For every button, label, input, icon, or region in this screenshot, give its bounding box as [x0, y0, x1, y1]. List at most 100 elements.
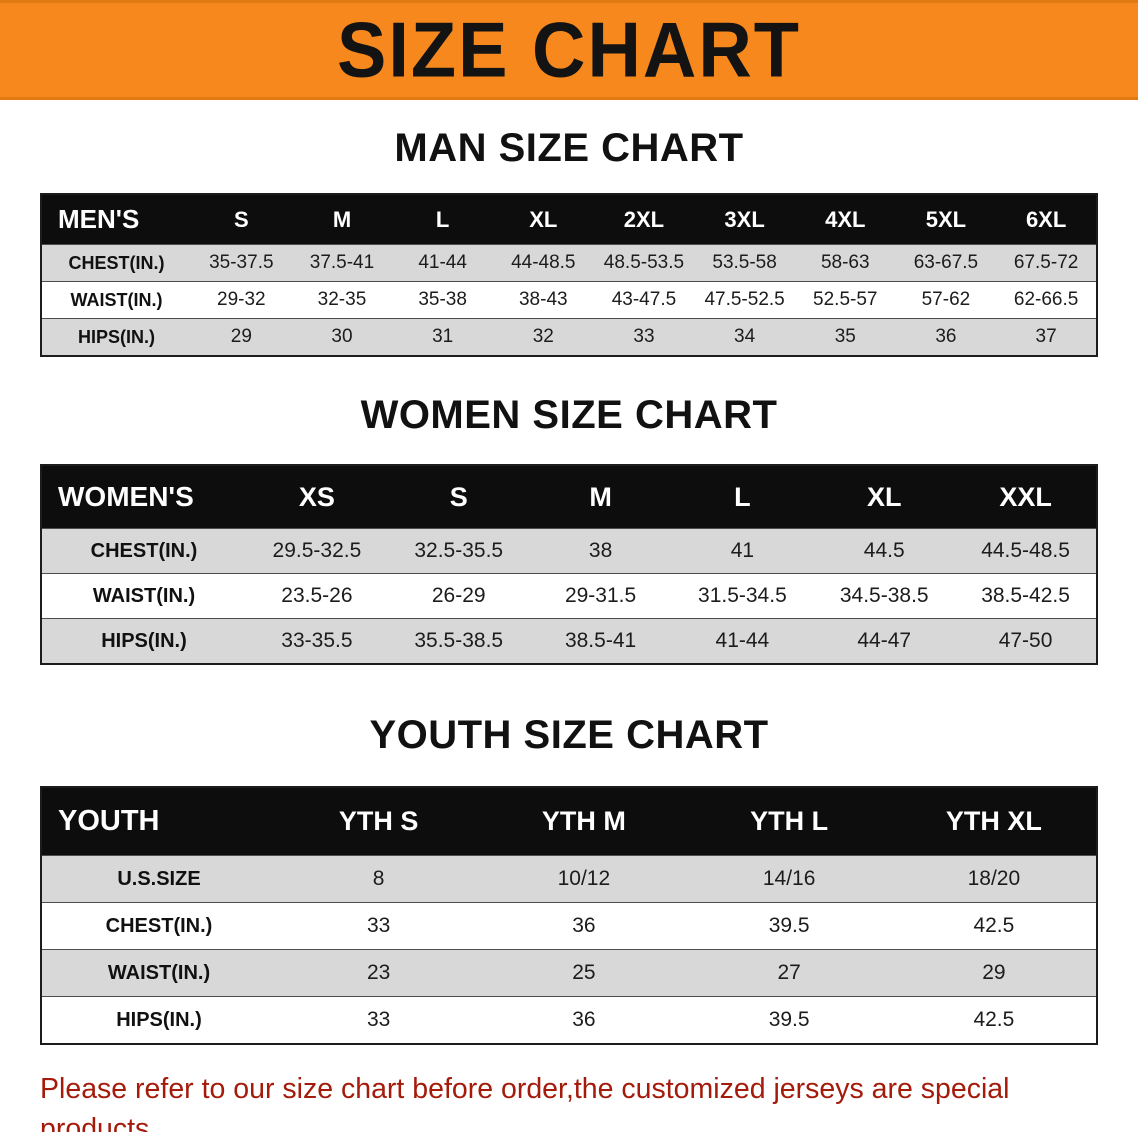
size-value-cell: 33	[366, 1008, 391, 1031]
banner: SIZE CHART	[0, 0, 1138, 100]
size-column-header: 5XL	[895, 194, 997, 245]
table-row: CHEST(IN.) 35-37.5 37.5-41 41-44 44-48.5 48.5…	[41, 244, 1097, 282]
size-value-cell: 33-35.5	[281, 629, 353, 652]
size-value-cell: 67.5-72	[1013, 252, 1079, 273]
size-column-header: S	[387, 465, 530, 529]
table-row: CHEST(IN.) 33 36 39.5 42.5	[41, 902, 1097, 950]
size-value-cell: 35-37.5	[209, 252, 274, 273]
size-value-cell: 29	[230, 326, 252, 347]
size-column-header: L	[392, 194, 493, 245]
table-title-cell: YOUTH	[41, 787, 276, 856]
size-column-header: 6XL	[996, 194, 1097, 245]
table-header-row: WOMEN'S XS S M L XL XXL	[41, 465, 1097, 529]
table-title-cell: WOMEN'S	[41, 465, 246, 529]
size-value-cell: 36	[935, 326, 957, 347]
size-column-header: 2XL	[593, 194, 695, 245]
size-value-cell: 37	[1035, 326, 1057, 347]
size-value-cell: 33	[366, 914, 391, 937]
size-value-cell: 53.5-58	[712, 252, 777, 273]
size-value-cell: 42.5	[973, 914, 1015, 937]
size-value-cell: 38-43	[518, 289, 568, 310]
size-value-cell: 36	[572, 1008, 596, 1031]
size-value-cell: 26-29	[431, 584, 486, 607]
row-label-cell: WAIST(IN.)	[70, 289, 163, 310]
size-value-cell: 30	[331, 326, 353, 347]
size-value-cell: 29-31.5	[564, 584, 637, 607]
size-column-header: YTH M	[481, 787, 687, 856]
charts-container: MAN SIZE CHART MEN'S S M L XL 2XL 3XL 4XL 5XL 6XL…	[0, 126, 1138, 1045]
size-value-cell: 18/20	[967, 867, 1021, 890]
size-value-cell: 44-48.5	[511, 252, 576, 273]
size-value-cell: 23	[366, 961, 391, 984]
table-row: U.S.SIZE 8 10/12 14/16 18/20	[41, 855, 1097, 903]
youth-size-section: YOUTH SIZE CHART YOUTH YTH S YTH M YTH L YTH…	[40, 713, 1098, 1045]
size-value-cell: 29.5-32.5	[272, 539, 362, 562]
notice-line-1: Please refer to our size chart before or…	[40, 1073, 1010, 1132]
size-column-header: XL	[492, 194, 594, 245]
row-label-cell: WAIST(IN.)	[92, 584, 196, 607]
size-value-cell: 38.5-42.5	[981, 584, 1070, 607]
size-value-cell: 52.5-57	[813, 289, 878, 310]
size-value-cell: 48.5-53.5	[603, 252, 685, 273]
size-value-cell: 44-47	[857, 629, 912, 652]
size-value-cell: 35-38	[418, 289, 467, 310]
size-value-cell: 31	[432, 326, 454, 347]
size-value-cell: 63-67.5	[913, 252, 979, 273]
size-value-cell: 44.5-48.5	[981, 539, 1070, 562]
size-column-header: YTH XL	[891, 787, 1097, 856]
size-value-cell: 37.5-41	[309, 252, 375, 273]
size-value-cell: 34.5-38.5	[839, 584, 929, 607]
size-value-cell: 38	[588, 539, 613, 562]
man-size-chart-heading: MAN SIZE CHART	[394, 126, 744, 170]
women-size-section: WOMEN SIZE CHART WOMEN'S XS S M L XL XXL CHEST(…	[40, 393, 1098, 665]
size-value-cell: 47-50	[998, 629, 1053, 652]
row-label-cell: WAIST(IN.)	[107, 961, 211, 984]
row-label-cell: CHEST(IN.)	[105, 914, 213, 937]
table-row: WAIST(IN.) 23.5-26 26-29 29-31.5 31.5-34.5 34…	[41, 573, 1097, 619]
size-column-header: XL	[813, 465, 956, 529]
size-column-header: 3XL	[694, 194, 795, 245]
size-value-cell: 41-44	[715, 629, 770, 652]
size-column-header: XXL	[955, 465, 1097, 529]
table-row: HIPS(IN.) 33 36 39.5 42.5	[41, 996, 1097, 1044]
row-label-cell: CHEST(IN.)	[90, 539, 198, 562]
size-value-cell: 38.5-41	[564, 629, 637, 652]
size-value-cell: 27	[777, 961, 801, 984]
size-value-cell: 35.5-38.5	[414, 629, 504, 652]
size-value-cell: 32.5-35.5	[414, 539, 504, 562]
size-value-cell: 39.5	[768, 1008, 810, 1031]
size-value-cell: 33	[633, 326, 655, 347]
size-column-header: YTH S	[276, 787, 482, 856]
size-value-cell: 29-32	[217, 289, 266, 310]
women-size-chart-heading: WOMEN SIZE CHART	[360, 393, 778, 437]
size-column-header: M	[529, 465, 672, 529]
table-header-row: YOUTH YTH S YTH M YTH L YTH XL	[41, 787, 1097, 856]
women-size-table: WOMEN'S XS S M L XL XXL CHEST(IN.) 29.5-32.5 32.5…	[40, 464, 1098, 665]
row-label-cell: U.S.SIZE	[117, 867, 201, 890]
size-value-cell: 14/16	[762, 867, 816, 890]
size-value-cell: 34	[734, 326, 756, 347]
size-column-header: YTH L	[686, 787, 892, 856]
size-value-cell: 36	[572, 914, 596, 937]
table-row: WAIST(IN.) 23 25 27 29	[41, 949, 1097, 997]
table-title-cell: MEN'S	[41, 194, 191, 245]
size-column-header: XS	[246, 465, 388, 529]
size-column-header: L	[671, 465, 814, 529]
size-value-cell: 29	[982, 961, 1006, 984]
table-row: WAIST(IN.) 29-32 32-35 35-38 38-43 43-47.5 47.…	[41, 281, 1097, 319]
size-value-cell: 42.5	[973, 1008, 1015, 1031]
youth-size-table: YOUTH YTH S YTH M YTH L YTH XL U.S.SIZE 8 10/12…	[40, 786, 1098, 1045]
row-label-cell: HIPS(IN.)	[77, 326, 155, 347]
footer-notice: Please refer to our size chart before or…	[0, 1045, 1138, 1132]
size-value-cell: 44.5	[863, 539, 905, 562]
size-column-header: S	[191, 194, 292, 245]
page-title: SIZE CHART	[337, 5, 801, 94]
size-value-cell: 39.5	[768, 914, 810, 937]
size-value-cell: 31.5-34.5	[698, 584, 787, 607]
size-value-cell: 32	[532, 326, 554, 347]
size-value-cell: 43-47.5	[611, 289, 677, 310]
row-label-cell: HIPS(IN.)	[101, 629, 187, 652]
size-value-cell: 35	[834, 326, 856, 347]
table-header-row: MEN'S S M L XL 2XL 3XL 4XL 5XL 6XL	[41, 194, 1097, 245]
size-value-cell: 8	[372, 867, 385, 890]
